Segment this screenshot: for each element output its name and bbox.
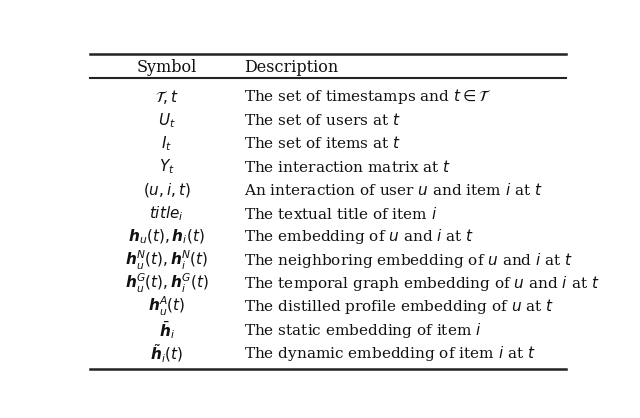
Text: $\mathit{title}_i$: $\mathit{title}_i$ <box>149 204 184 223</box>
Text: The dynamic embedding of item $i$ at $t$: The dynamic embedding of item $i$ at $t$ <box>244 344 535 363</box>
Text: The set of items at $t$: The set of items at $t$ <box>244 135 401 151</box>
Text: The neighboring embedding of $u$ and $i$ at $t$: The neighboring embedding of $u$ and $i$… <box>244 251 573 270</box>
Text: $U_t$: $U_t$ <box>158 111 175 130</box>
Text: $\boldsymbol{h}_u(t), \boldsymbol{h}_i(t)$: $\boldsymbol{h}_u(t), \boldsymbol{h}_i(t… <box>129 228 205 246</box>
Text: The set of users at $t$: The set of users at $t$ <box>244 112 400 128</box>
Text: The set of timestamps and $t \in \mathcal{T}$: The set of timestamps and $t \in \mathca… <box>244 87 492 106</box>
Text: $\bar{\boldsymbol{h}}_i$: $\bar{\boldsymbol{h}}_i$ <box>159 319 175 341</box>
Text: $I_t$: $I_t$ <box>161 134 172 153</box>
Text: $\boldsymbol{h}_u^A(t)$: $\boldsymbol{h}_u^A(t)$ <box>148 295 186 319</box>
Text: $(u, i, t)$: $(u, i, t)$ <box>143 181 191 199</box>
Text: The embedding of $u$ and $i$ at $t$: The embedding of $u$ and $i$ at $t$ <box>244 227 474 246</box>
Text: $\boldsymbol{h}_u^N(t), \boldsymbol{h}_i^N(t)$: $\boldsymbol{h}_u^N(t), \boldsymbol{h}_i… <box>125 249 209 272</box>
Text: Description: Description <box>244 59 338 76</box>
Text: The distilled profile embedding of $u$ at $t$: The distilled profile embedding of $u$ a… <box>244 297 554 316</box>
Text: The static embedding of item $i$: The static embedding of item $i$ <box>244 321 481 340</box>
Text: Symbol: Symbol <box>136 59 197 76</box>
Text: $Y_t$: $Y_t$ <box>159 158 175 176</box>
Text: $\mathcal{T}, t$: $\mathcal{T}, t$ <box>155 88 179 106</box>
Text: An interaction of user $u$ and item $i$ at $t$: An interaction of user $u$ and item $i$ … <box>244 182 543 198</box>
Text: The temporal graph embedding of $u$ and $i$ at $t$: The temporal graph embedding of $u$ and … <box>244 274 599 293</box>
Text: The interaction matrix at $t$: The interaction matrix at $t$ <box>244 159 451 175</box>
Text: The textual title of item $i$: The textual title of item $i$ <box>244 206 437 222</box>
Text: $\boldsymbol{h}_u^G(t), \boldsymbol{h}_i^G(t)$: $\boldsymbol{h}_u^G(t), \boldsymbol{h}_i… <box>125 272 209 295</box>
Text: $\tilde{\boldsymbol{h}}_i(t)$: $\tilde{\boldsymbol{h}}_i(t)$ <box>150 342 183 364</box>
